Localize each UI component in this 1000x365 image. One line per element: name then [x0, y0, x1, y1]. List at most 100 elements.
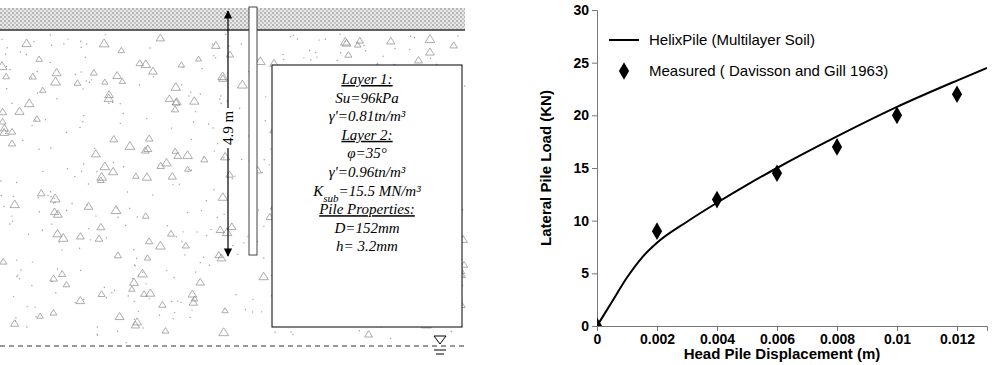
- soil-dot: [112, 101, 113, 102]
- soil-dot: [188, 95, 189, 96]
- tick: 0.004: [700, 326, 735, 347]
- soil-dot: [263, 226, 264, 227]
- soil-dot: [173, 277, 174, 278]
- page: 4.9 mLayer 1:Su=96kPaγ'=0.81tn/m³Layer 2…: [0, 0, 1000, 365]
- soil-grain: [0, 124, 8, 130]
- soil-grain: [37, 190, 45, 196]
- soil-grain: [136, 60, 143, 66]
- soil-dot: [57, 268, 58, 269]
- soil-dot: [89, 81, 90, 82]
- soil-grain: [118, 47, 125, 52]
- tick: 10: [573, 213, 597, 229]
- soil-dot: [184, 254, 185, 255]
- soil-dot: [182, 231, 183, 232]
- soil-grain: [29, 73, 36, 79]
- soil-dot: [212, 127, 213, 128]
- tick-mark: [592, 326, 597, 327]
- soil-grain: [183, 151, 193, 159]
- soil-dot: [382, 55, 383, 56]
- soil-grain: [114, 252, 121, 258]
- soil-dot: [235, 294, 236, 295]
- soil-dot: [213, 189, 214, 190]
- soil-dot: [318, 39, 319, 40]
- soil-dot: [159, 315, 160, 316]
- soil-dot: [210, 229, 211, 230]
- soil-grain: [145, 238, 152, 244]
- soil-grain: [76, 233, 84, 239]
- tick-label: 5: [581, 265, 589, 281]
- soil-dot: [206, 200, 207, 201]
- soil-dot: [167, 225, 168, 226]
- soil-dot: [59, 241, 60, 242]
- soil-dot: [55, 202, 56, 203]
- soil-dot: [32, 261, 33, 262]
- soil-dot: [252, 299, 253, 300]
- soil-grain: [219, 328, 229, 336]
- ground-line: [0, 29, 465, 31]
- soil-dot: [203, 256, 204, 257]
- soil-dot: [182, 66, 183, 67]
- soil-dot: [26, 306, 27, 307]
- data-point: [712, 191, 722, 209]
- soil-dot: [67, 168, 68, 169]
- soil-dot: [74, 302, 75, 303]
- soil-dot: [187, 212, 188, 213]
- soil-dot: [234, 175, 235, 176]
- water-symbol-line: [434, 350, 446, 351]
- soil-dot: [196, 231, 197, 232]
- property-line: h= 3.2mm: [336, 238, 398, 254]
- soil-grain: [3, 73, 10, 78]
- soil-dot: [120, 123, 121, 124]
- properties-box: [272, 65, 462, 327]
- soil-dot: [71, 203, 72, 204]
- tick: 5: [581, 265, 597, 281]
- soil-dot: [133, 249, 134, 250]
- soil-dot: [241, 43, 242, 44]
- soil-dot: [79, 127, 80, 128]
- soil-grain: [201, 156, 208, 162]
- soil-dot: [430, 57, 431, 58]
- soil-dot: [31, 285, 32, 286]
- ground-surface: [0, 8, 465, 30]
- legend-swatch: [609, 39, 639, 41]
- soil-dot: [290, 331, 291, 332]
- soil-grain: [84, 202, 93, 209]
- soil-dot: [310, 59, 311, 60]
- soil-grain: [156, 241, 166, 249]
- soil-dot: [146, 118, 147, 119]
- soil-grain: [145, 135, 153, 141]
- soil-dot: [180, 302, 181, 303]
- soil-dot: [135, 265, 136, 266]
- soil-dot: [464, 85, 465, 86]
- soil-dot: [215, 57, 216, 58]
- soil-dot: [223, 214, 224, 215]
- soil-grain: [58, 234, 68, 242]
- soil-grain: [414, 56, 422, 62]
- soil-dot: [35, 316, 36, 317]
- soil-dot: [83, 299, 84, 300]
- soil-dot: [129, 208, 130, 209]
- soil-dot: [200, 262, 201, 263]
- soil-dot: [0, 180, 1, 181]
- tick-label: 0.01: [884, 331, 911, 347]
- soil-dot: [83, 163, 84, 164]
- soil-dot: [7, 130, 8, 131]
- soil-dot: [81, 71, 82, 72]
- soil-grain: [95, 235, 103, 241]
- soil-grain: [0, 62, 7, 70]
- soil-grain: [167, 230, 174, 236]
- soil-dot: [223, 157, 224, 158]
- soil-dot: [42, 230, 43, 231]
- soil-dot: [117, 217, 118, 218]
- soil-grain: [226, 171, 233, 177]
- soil-dot: [148, 298, 149, 299]
- soil-dot: [105, 34, 106, 35]
- soil-dot: [90, 79, 91, 80]
- group-title: Pile Properties:: [318, 201, 415, 217]
- soil-grain: [165, 95, 173, 101]
- soil-dot: [125, 342, 126, 343]
- soil-grain: [259, 272, 268, 279]
- water-table: [0, 346, 465, 347]
- soil-dot: [339, 34, 340, 35]
- soil-dot: [55, 292, 56, 293]
